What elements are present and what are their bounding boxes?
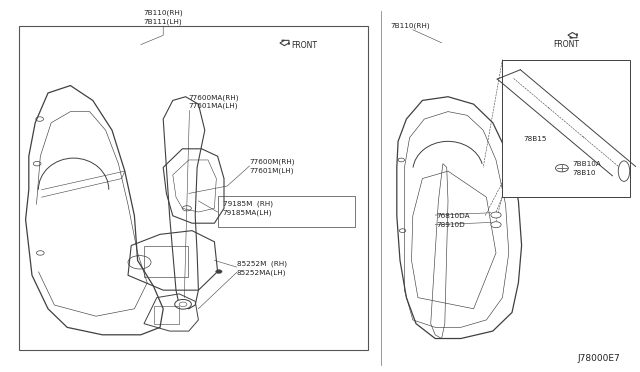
Text: 78B15: 78B15 — [524, 136, 547, 142]
Bar — [218, 196, 355, 227]
Text: 79185MA(LH): 79185MA(LH) — [223, 209, 272, 216]
Bar — [502, 60, 630, 197]
Text: 7B110(RH): 7B110(RH) — [390, 22, 430, 29]
Bar — [19, 26, 368, 350]
Text: 77600MA(RH): 77600MA(RH) — [189, 94, 239, 101]
Text: 85252MA(LH): 85252MA(LH) — [237, 269, 286, 276]
Text: 7B111(LH): 7B111(LH) — [144, 18, 182, 25]
Circle shape — [175, 299, 191, 309]
Text: 7BB10A: 7BB10A — [573, 161, 602, 167]
Text: 85252M  (RH): 85252M (RH) — [237, 261, 287, 267]
Text: FRONT: FRONT — [554, 40, 580, 49]
Text: 77601M(LH): 77601M(LH) — [250, 167, 294, 174]
Text: 78910D: 78910D — [436, 222, 465, 228]
Bar — [144, 246, 188, 277]
Ellipse shape — [618, 161, 630, 182]
Circle shape — [491, 212, 501, 218]
Text: 7B110(RH): 7B110(RH) — [143, 10, 183, 16]
Circle shape — [216, 270, 222, 273]
Text: 79185M  (RH): 79185M (RH) — [223, 201, 273, 207]
Text: FRONT: FRONT — [291, 41, 317, 50]
Text: J78000E7: J78000E7 — [577, 355, 620, 363]
Bar — [154, 306, 179, 324]
Text: 76810DA: 76810DA — [436, 213, 470, 219]
Circle shape — [556, 164, 568, 172]
Text: 77601MA(LH): 77601MA(LH) — [189, 103, 238, 109]
Text: 77600M(RH): 77600M(RH) — [250, 159, 295, 166]
Text: 78B10: 78B10 — [573, 170, 596, 176]
Circle shape — [491, 222, 501, 228]
